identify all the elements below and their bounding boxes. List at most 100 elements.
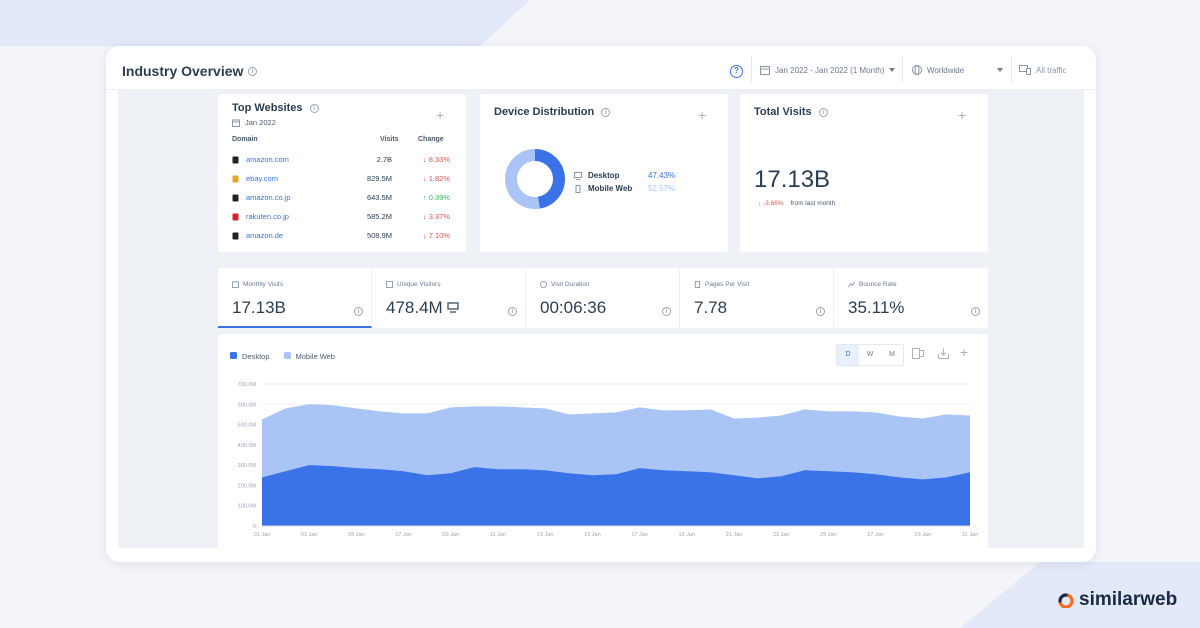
info-icon[interactable]: i <box>816 307 825 316</box>
legend-label: Mobile Web <box>588 184 633 193</box>
domain-link[interactable]: amazon.co.jp <box>246 193 291 202</box>
country-label: Worldwide <box>927 65 965 75</box>
change-value: ↓ 8.33% <box>422 155 450 164</box>
x-tick-label: 09 Jan <box>443 532 460 538</box>
change-text: 1.82% <box>428 174 450 183</box>
visits-value: 585.2M <box>366 212 392 221</box>
column-header-change: Change <box>418 136 444 143</box>
top-bar: Industry Overview i ? Jan 2022 - Jan 202… <box>106 46 1096 90</box>
metric-value: 00:06:36 <box>540 298 607 317</box>
clock-icon <box>540 281 547 288</box>
divider <box>902 56 903 82</box>
granularity-day-button[interactable]: D <box>837 345 859 365</box>
metric-tab-pages-per-visit[interactable]: Pages Per Visit 7.78 i <box>680 268 834 328</box>
info-icon[interactable]: i <box>971 307 980 316</box>
chevron-down-icon <box>997 68 1003 72</box>
traffic-label: All traffic <box>1036 65 1067 75</box>
legend-toggle-mobile-web[interactable]: Mobile Web <box>283 352 335 361</box>
card-title: Top Websites i <box>232 102 319 114</box>
visits-value: 829.5M <box>366 174 392 183</box>
help-icon[interactable]: ? <box>730 65 743 78</box>
devices-icon <box>1019 65 1031 75</box>
metric-tab-monthly-visits[interactable]: Monthly Visits 17.13B i <box>218 268 372 328</box>
granularity-toggle: D W M <box>836 344 904 366</box>
favicon-icon <box>232 175 239 183</box>
page-title: Industry Overview <box>122 63 244 79</box>
x-tick-label: 07 Jan <box>395 532 412 538</box>
metric-tab-visit-duration[interactable]: Visit Duration 00:06:36 i <box>526 268 680 328</box>
add-icon[interactable]: + <box>698 107 707 123</box>
excel-export-icon[interactable] <box>912 348 924 362</box>
domain-link[interactable]: rakuten.co.jp <box>246 212 289 221</box>
change-value: ↓ 3.37% <box>422 212 450 221</box>
info-icon[interactable]: i <box>309 103 319 113</box>
domain-link[interactable]: amazon.de <box>246 231 284 240</box>
card-title: Device Distribution i <box>494 106 611 118</box>
chevron-down-icon <box>889 68 896 72</box>
y-tick-label: 700.0M <box>238 382 257 388</box>
change-text: 0.39% <box>428 193 450 202</box>
add-icon[interactable]: + <box>958 107 967 123</box>
users-icon <box>386 281 393 288</box>
add-icon[interactable]: + <box>960 344 969 360</box>
calendar-icon <box>760 66 770 75</box>
metric-value: 478.4M <box>386 298 443 317</box>
y-tick-label: 0 <box>253 524 256 530</box>
table-row[interactable]: amazon.com 2.7B ↓ 8.33% <box>232 152 450 170</box>
domain-link[interactable]: ebay.com <box>246 174 278 183</box>
metric-label: Pages Per Visit <box>705 281 750 288</box>
app-window: Industry Overview i ? Jan 2022 - Jan 202… <box>106 46 1096 562</box>
legend-item-desktop: Desktop 47.43% <box>574 171 675 180</box>
legend-toggle-desktop[interactable]: Desktop <box>230 352 270 361</box>
change-value: ↑ 0.39% <box>422 193 450 202</box>
table-row[interactable]: amazon.co.jp 643.5M ↑ 0.39% <box>232 190 450 208</box>
info-icon[interactable]: i <box>508 307 517 316</box>
table-row[interactable]: ebay.com 829.5M ↓ 1.82% <box>232 171 450 189</box>
top-websites-title: Top Websites <box>232 102 303 114</box>
x-tick-label: 17 Jan <box>631 532 648 538</box>
info-icon[interactable]: i <box>662 307 671 316</box>
change-text: 7.10% <box>428 231 450 240</box>
globe-icon <box>912 65 922 75</box>
x-tick-label: 29 Jan <box>915 532 932 538</box>
granularity-week-button[interactable]: W <box>866 351 874 358</box>
divider <box>751 56 752 82</box>
change-value: ↓ 7.10% <box>422 231 450 240</box>
mobile-icon <box>575 184 581 193</box>
date-range-selector[interactable]: Jan 2022 - Jan 2022 (1 Month) <box>760 65 896 75</box>
metric-tab-bounce-rate[interactable]: Bounce Rate 35.11% i <box>834 268 988 328</box>
x-tick-label: 27 Jan <box>867 532 884 538</box>
favicon-icon <box>232 194 239 202</box>
desktop-icon <box>574 171 582 180</box>
info-icon[interactable]: i <box>601 107 611 117</box>
info-icon[interactable]: i <box>818 107 828 117</box>
table-row[interactable]: rakuten.co.jp 585.2M ↓ 3.37% <box>232 209 450 227</box>
dashboard-content: Top Websites i + Jan 2022 Domain Visits … <box>118 90 1084 548</box>
x-tick-label: 01 Jan <box>254 532 271 538</box>
divider <box>1011 56 1012 82</box>
change-value: ↓ 1.82% <box>422 174 450 183</box>
country-selector[interactable]: Worldwide <box>912 65 1008 75</box>
similarweb-logo-icon <box>1058 593 1074 608</box>
legend-label: Mobile Web <box>295 352 335 361</box>
metric-label: Bounce Rate <box>859 281 897 288</box>
total-visits-value: 17.13B <box>754 166 831 193</box>
add-icon[interactable]: + <box>436 107 445 123</box>
domain-link[interactable]: amazon.com <box>246 155 289 164</box>
column-header-domain: Domain <box>232 136 258 143</box>
table-row[interactable]: amazon.de 508.9M ↓ 7.10% <box>232 228 450 246</box>
visits-area-chart: 0 100.0M 200.0M 300.0M 400.0M 500.0M 600.0M 700… <box>238 382 979 538</box>
visits-value: 643.5M <box>366 193 392 202</box>
granularity-month-button[interactable]: M <box>889 351 895 358</box>
traffic-selector[interactable]: All traffic <box>1019 65 1067 75</box>
download-icon[interactable] <box>938 348 949 362</box>
favicon-icon <box>232 156 239 164</box>
x-tick-label: 03 Jan <box>301 532 318 538</box>
metric-label: Visit Duration <box>551 281 590 288</box>
metric-tab-unique-visitors[interactable]: Unique Visitors 478.4M i <box>372 268 526 328</box>
info-icon[interactable]: i <box>354 307 363 316</box>
metric-value: 35.11% <box>848 298 905 317</box>
info-icon[interactable]: i <box>248 67 257 76</box>
donut-slice-mobile-web <box>505 149 540 209</box>
